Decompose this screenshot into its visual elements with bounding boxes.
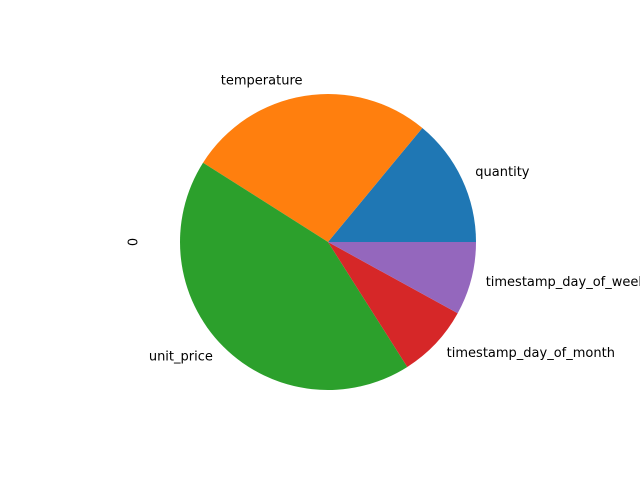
pie-slice-quantity (328, 127, 476, 242)
pie-slice-unit-price (180, 162, 408, 390)
slice-label-quantity: quantity (475, 165, 530, 180)
slice-label-unit-price: unit_price (149, 350, 213, 365)
pie-slice-temperature (203, 93, 423, 242)
pie-slices (180, 93, 476, 390)
pie-slice-timestamp-day-of-month (328, 242, 458, 367)
pie-slice-timestamp-day-of-week (328, 242, 476, 314)
slice-label-timestamp-day-of-month: timestamp_day_of_month (447, 346, 615, 361)
slice-label-temperature: temperature (221, 74, 303, 89)
slice-label-timestamp-day-of-week: timestamp_day_of_week (486, 275, 640, 290)
y-axis-label: 0 (127, 238, 142, 246)
pie-labels: quantity temperature unit_price timestamp_d… (149, 74, 640, 365)
